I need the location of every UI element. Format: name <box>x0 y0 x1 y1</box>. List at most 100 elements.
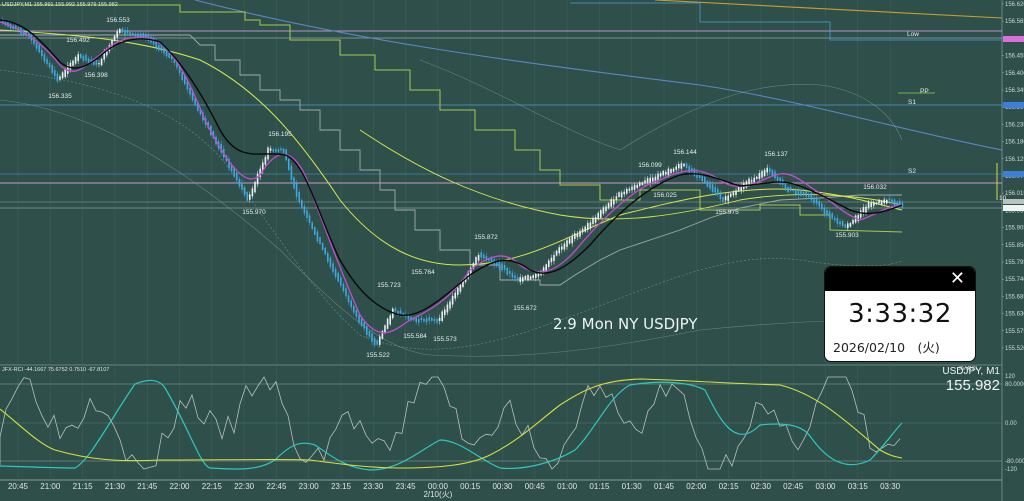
level-label: S2 <box>908 168 916 175</box>
price-tick: 155.630 <box>1005 312 1024 318</box>
clock-time: 3:33:32 <box>848 299 952 329</box>
rci-mid-line <box>0 379 903 471</box>
price-tick: 156.620 <box>1005 2 1024 8</box>
rci-short-line <box>0 376 901 470</box>
time-tick: 00:00 <box>428 482 449 491</box>
price-annotation: 155.573 <box>433 336 457 343</box>
current-price: 155.982 <box>945 377 1000 394</box>
time-tick: 00:45 <box>525 482 546 491</box>
time-tick: 01:00 <box>557 482 578 491</box>
price-tick: 156.565 <box>1005 19 1024 25</box>
long-ma-orange <box>654 0 1003 19</box>
clock-widget: ✕ 3:33:32 2026/02/10 (火) <box>825 267 975 361</box>
close-icon[interactable]: ✕ <box>949 268 965 289</box>
price-annotation: 155.522 <box>366 352 390 359</box>
rci-tick: -120 <box>1005 467 1018 473</box>
time-tick: 21:15 <box>73 482 94 491</box>
time-tick: 01:45 <box>654 482 675 491</box>
step-line-a <box>0 4 903 233</box>
chart-header: USDJPY,M1 155.991 155.992 155.979 155.98… <box>2 2 118 8</box>
time-tick: 22:30 <box>234 482 255 491</box>
price-annotation: 155.584 <box>403 333 427 340</box>
time-tick: 01:30 <box>622 482 643 491</box>
time-tick: 02:15 <box>719 482 740 491</box>
rci-tick: 120 <box>1005 374 1016 380</box>
candlesticks <box>2 17 904 348</box>
time-tick: 23:15 <box>331 482 352 491</box>
time-tick: 22:15 <box>202 482 223 491</box>
time-tick: 03:00 <box>815 482 836 491</box>
time-tick: 23:00 <box>299 482 320 491</box>
price-annotation: 156.025 <box>653 192 677 199</box>
price-annotation: 155.975 <box>715 209 739 216</box>
time-tick: 02:45 <box>783 482 804 491</box>
chart-caption: 2.9 Mon NY USDJPY <box>553 315 698 333</box>
rci-tag: JIV-RCI <box>958 366 977 372</box>
time-tick: 23:30 <box>363 482 384 491</box>
time-tick: 02:30 <box>751 482 772 491</box>
price-tick: 156.015 <box>1005 191 1024 197</box>
price-tick: 155.685 <box>1005 294 1024 300</box>
time-axis[interactable]: 20:45 21:00 21:15 21:30 21:45 22:00 22:15 22:30… <box>8 482 901 499</box>
long-ma-blue <box>194 0 1003 151</box>
time-tick: 02:00 <box>686 482 707 491</box>
time-tick: 20:45 <box>8 482 29 491</box>
level-label: Low <box>907 31 919 38</box>
price-tick: 155.520 <box>1005 346 1024 352</box>
price-annotation: 155.723 <box>377 282 401 289</box>
rci-tick: 0.00 <box>1005 421 1017 427</box>
price-annotation: 155.672 <box>513 305 537 312</box>
time-tick: 21:30 <box>105 482 126 491</box>
price-annotation: 156.398 <box>84 72 108 79</box>
time-tick: 23:45 <box>396 482 417 491</box>
time-tick: 00:30 <box>492 482 513 491</box>
time-tick: 22:45 <box>266 482 287 491</box>
level-labels: Low PP S1 S2 10 <box>907 31 1007 202</box>
price-annotation: 156.492 <box>66 37 90 44</box>
price-tick: 155.850 <box>1005 243 1024 249</box>
price-tick: 156.235 <box>1005 122 1024 128</box>
price-annotation: 156.553 <box>106 17 130 24</box>
rci-long-line <box>0 378 903 469</box>
price-annotation: 156.335 <box>48 93 72 100</box>
price-tick: 155.740 <box>1005 277 1024 283</box>
price-tick: 155.575 <box>1005 329 1024 335</box>
price-tick: 155.795 <box>1005 260 1024 266</box>
date-tick: 2/10(火) <box>423 490 452 499</box>
price-tick: 156.455 <box>1005 54 1024 60</box>
clock-date: 2026/02/10 (火) <box>833 340 940 355</box>
price-annotation: 155.903 <box>835 232 859 239</box>
clock-title-bar[interactable]: ✕ <box>825 267 975 291</box>
price-annotation: 155.764 <box>411 269 435 276</box>
time-tick: 21:45 <box>137 482 158 491</box>
price-tick: 155.960 <box>1005 208 1024 214</box>
price-tick: 156.180 <box>1005 140 1024 146</box>
current-price-marker <box>1003 205 1024 211</box>
symbol-label: USDJPY, M1 <box>942 366 1000 377</box>
level-label: S1 <box>908 99 916 106</box>
price-annotations: 156.553 156.492 156.398 156.335 156.195 155.9… <box>48 17 887 359</box>
mid-ma <box>0 19 903 316</box>
step-line-b <box>0 34 902 286</box>
price-axis[interactable]: 156.620156.565156.510156.455156.400156.3… <box>1002 2 1024 352</box>
price-tick: 156.345 <box>1005 88 1024 94</box>
time-tick: 03:30 <box>880 482 901 491</box>
price-annotation: 156.195 <box>268 131 292 138</box>
price-annotation: 156.144 <box>673 149 697 156</box>
slow-ma <box>0 29 903 266</box>
time-tick: 01:15 <box>589 482 610 491</box>
price-tick: 156.125 <box>1005 157 1024 163</box>
price-annotation: 156.032 <box>863 184 887 191</box>
price-annotation: 156.099 <box>638 162 662 169</box>
price-annotation: 155.872 <box>474 234 498 241</box>
level-label: 10 <box>999 195 1007 202</box>
time-tick: 00:15 <box>460 482 481 491</box>
price-tick: 156.290 <box>1005 105 1024 111</box>
vertical-gridlines <box>17 0 891 480</box>
fast-ma <box>0 21 903 334</box>
time-tick: 22:00 <box>169 482 190 491</box>
